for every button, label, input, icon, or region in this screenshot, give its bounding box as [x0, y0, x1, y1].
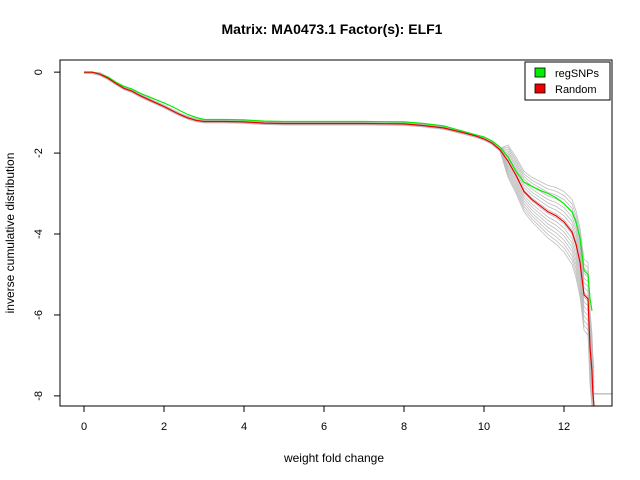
series-line-random — [84, 71, 595, 407]
series-line-regsnps — [84, 71, 593, 311]
random-permutation-band — [84, 71, 612, 407]
y-tick-label: -6 — [33, 310, 45, 320]
random-permutation-line — [84, 71, 595, 394]
y-axis: 0 -2 -4 -6 -8 — [33, 69, 60, 401]
random-permutation-line — [84, 71, 595, 379]
legend-swatch-random — [534, 83, 546, 94]
series-layer — [84, 71, 595, 407]
legend-swatch-regsnps — [534, 67, 546, 78]
random-permutation-line — [84, 71, 595, 369]
random-permutation-line — [84, 71, 595, 374]
x-tick-label: 0 — [81, 421, 87, 433]
y-axis-label: inverse cumulative distribution — [3, 153, 17, 314]
chart-title: Matrix: MA0473.1 Factor(s): ELF1 — [222, 21, 443, 37]
y-tick-label: 0 — [33, 69, 45, 75]
y-tick-label: -2 — [33, 148, 45, 158]
x-tick-label: 4 — [241, 421, 247, 433]
legend-label-regsnps: regSNPs — [555, 68, 600, 80]
y-tick-label: -8 — [33, 391, 45, 401]
random-permutation-line — [84, 71, 595, 384]
x-tick-label: 2 — [161, 421, 167, 433]
plot-frame — [59, 59, 613, 407]
random-permutation-line — [84, 71, 595, 389]
x-tick-label: 8 — [401, 421, 407, 433]
x-axis: 0 2 4 6 8 10 12 — [81, 406, 570, 433]
y-tick-label: -4 — [33, 229, 45, 239]
x-axis-label: weight fold change — [283, 451, 384, 465]
x-tick-label: 12 — [558, 421, 570, 433]
legend: regSNPs Random — [524, 61, 611, 101]
x-tick-label: 10 — [478, 421, 490, 433]
x-tick-label: 6 — [321, 421, 327, 433]
legend-label-random: Random — [555, 84, 597, 96]
